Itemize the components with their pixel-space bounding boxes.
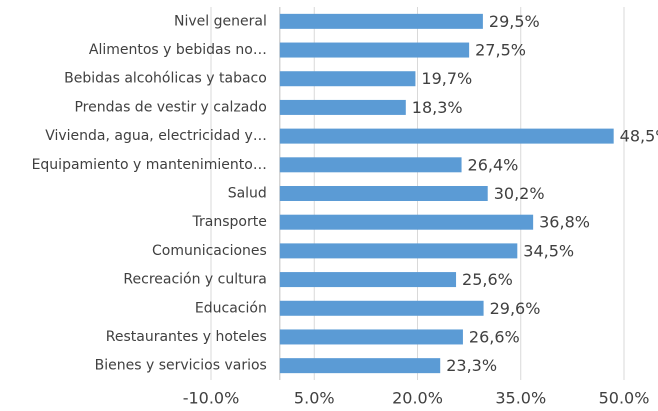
bar [279, 272, 457, 288]
value-label: 29,5% [489, 12, 540, 31]
value-label: 36,8% [539, 213, 590, 232]
bar [279, 186, 488, 201]
x-tick-label: 20.0% [392, 389, 443, 408]
y-tick-label: Equipamiento y mantenimiento… [32, 157, 267, 173]
x-tick-label: -10.0% [183, 389, 240, 408]
y-tick-label: Transporte [192, 214, 267, 230]
value-label: 26,6% [469, 327, 520, 346]
y-tick-label: Comunicaciones [152, 243, 267, 259]
bar [279, 42, 470, 58]
value-label: 27,5% [475, 41, 526, 60]
bar [279, 243, 518, 259]
y-tick-label: Prendas de vestir y calzado [74, 99, 266, 115]
bar [279, 214, 534, 230]
y-tick-label: Nivel general [174, 13, 267, 29]
value-label: 18,3% [412, 98, 463, 117]
value-label: 19,7% [421, 69, 472, 88]
y-tick-label: Salud [228, 186, 267, 202]
value-label: 34,5% [523, 241, 574, 260]
y-tick-label: Restaurantes y hoteles [106, 329, 267, 345]
x-tick-label: 50.0% [599, 389, 650, 408]
bar [279, 99, 406, 115]
value-label: 25,6% [462, 270, 513, 289]
value-label: 30,2% [494, 184, 545, 203]
y-tick-label: Bebidas alcohólicas y tabaco [64, 71, 267, 87]
bar [279, 329, 463, 345]
value-label: 29,6% [490, 299, 541, 318]
bar [279, 128, 614, 144]
y-tick-label: Recreación y cultura [123, 272, 266, 288]
value-label: 48,5% [620, 127, 658, 146]
value-label: 23,3% [446, 356, 497, 375]
bar [279, 71, 416, 87]
y-tick-label: Alimentos y bebidas no… [89, 42, 267, 58]
bar [279, 358, 441, 374]
bar [279, 13, 483, 29]
y-tick-label: Vivienda, agua, electricidad y… [45, 128, 267, 144]
x-tick-label: 35.0% [495, 389, 546, 408]
x-tick-label: 5.0% [294, 389, 335, 408]
bar [279, 157, 462, 173]
bar [279, 300, 484, 316]
y-tick-label: Educación [195, 300, 267, 316]
y-tick-label: Bienes y servicios varios [95, 358, 267, 374]
value-label: 26,4% [468, 155, 519, 174]
